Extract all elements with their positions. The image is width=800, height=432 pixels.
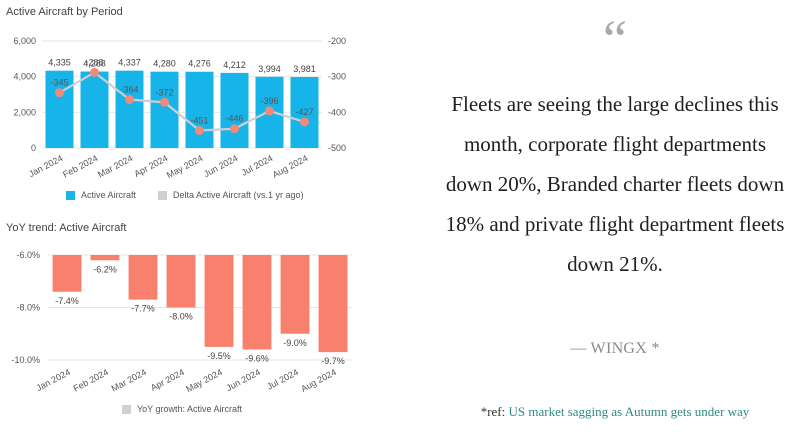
- legend-swatch-delta: [158, 190, 168, 200]
- y-tick-label: -8.0%: [16, 303, 40, 313]
- x-tick-label: Jan 2024: [35, 367, 72, 393]
- y-right-tick-label: -500: [328, 143, 346, 153]
- quote-attribution: — WINGX *: [570, 340, 660, 357]
- x-tick-label: May 2024: [184, 367, 224, 394]
- delta-point: [125, 94, 134, 104]
- delta-point: [300, 117, 309, 127]
- y-right-tick-label: -400: [328, 107, 346, 117]
- x-tick-label: Feb 2024: [61, 153, 99, 180]
- bar-value-label: 3,994: [258, 64, 281, 74]
- reference: *ref: US market sagging as Autumn gets u…: [430, 404, 800, 420]
- y-right-tick-label: -200: [328, 36, 346, 46]
- bar-yoy-growth: [52, 255, 82, 292]
- x-tick-label: Mar 2024: [110, 367, 148, 394]
- legend-label-delta: Delta Active Aircraft (vs.1 yr ago): [173, 190, 304, 200]
- x-tick-label: May 2024: [165, 153, 205, 180]
- bar-value-label: -9.6%: [245, 354, 269, 364]
- x-tick-label: Jul 2024: [240, 153, 275, 178]
- quote-panel: “ Fleets are seeing the large declines t…: [430, 0, 800, 432]
- quote-text: Fleets are seeing the large declines thi…: [445, 92, 785, 276]
- bar-value-label: -7.4%: [55, 296, 79, 306]
- x-tick-label: Mar 2024: [96, 153, 134, 180]
- bar-value-label: 4,212: [223, 60, 246, 70]
- bar-value-label: 4,276: [188, 59, 211, 69]
- legend-label-yoy: YoY growth: Active Aircraft: [137, 404, 243, 414]
- bar-yoy-growth: [128, 255, 158, 300]
- bar-value-label: 4,337: [118, 58, 141, 68]
- x-tick-label: Feb 2024: [72, 367, 110, 394]
- x-tick-label: Jun 2024: [202, 153, 239, 179]
- chart2-title: YoY trend: Active Aircraft: [6, 222, 127, 234]
- chart1-legend: Active Aircraft Delta Active Aircraft (v…: [66, 190, 304, 200]
- legend-swatch-active-aircraft: [66, 190, 75, 200]
- delta-point: [55, 88, 64, 98]
- y-left-tick-label: 2,000: [13, 107, 36, 117]
- x-tick-label: Aug 2024: [271, 153, 310, 180]
- chart-active-aircraft: 0 2,000 4,000 6,000 -200 -300 -400 -500 4,335 4,2…: [13, 36, 346, 180]
- delta-point: [160, 97, 169, 107]
- chart1-title: Active Aircraft by Period: [6, 6, 123, 18]
- delta-value-label: -345: [50, 78, 68, 88]
- bar-yoy-growth: [204, 255, 234, 347]
- legend-label-active-aircraft: Active Aircraft: [81, 190, 137, 200]
- delta-point: [265, 106, 274, 116]
- delta-value-label: -372: [155, 87, 173, 97]
- delta-value-label: -451: [190, 116, 208, 126]
- delta-point: [90, 67, 99, 77]
- bar-active-aircraft: [115, 70, 144, 148]
- bar-value-label: -9.5%: [207, 351, 231, 361]
- delta-line: [58, 71, 305, 132]
- bar-active-aircraft: [80, 71, 109, 148]
- x-tick-label: Jan 2024: [27, 153, 64, 179]
- bar-value-label: -6.2%: [93, 264, 117, 274]
- bar-active-aircraft: [220, 72, 249, 148]
- bar-active-aircraft: [45, 70, 74, 148]
- bar-value-label: -9.7%: [321, 356, 345, 366]
- y-right-tick-label: -300: [328, 72, 346, 82]
- y-tick-label: -10.0%: [11, 355, 40, 365]
- y-left-tick-label: 0: [31, 143, 36, 153]
- bar-value-label: 4,288: [83, 59, 106, 69]
- chart2-legend: YoY growth: Active Aircraft: [122, 404, 242, 414]
- x-tick-label: Aug 2024: [299, 367, 338, 394]
- quote-mark: “: [603, 9, 627, 69]
- bar-yoy-growth: [280, 255, 310, 334]
- delta-value-label: -396: [260, 96, 278, 106]
- delta-value-label: -427: [295, 107, 313, 117]
- bar-value-label: -9.0%: [283, 338, 307, 348]
- y-tick-label: -6.0%: [16, 250, 40, 260]
- y-left-tick-label: 4,000: [13, 72, 36, 82]
- bar-active-aircraft: [290, 77, 319, 148]
- reference-prefix: *ref:: [480, 404, 506, 419]
- x-tick-label: Apr 2024: [132, 153, 169, 179]
- bar-yoy-growth: [166, 255, 196, 308]
- bar-yoy-growth: [242, 255, 272, 350]
- delta-value-label: -364: [120, 84, 138, 94]
- bar-value-label: 3,981: [293, 64, 316, 74]
- x-tick-label: Jul 2024: [265, 367, 300, 392]
- x-tick-label: Apr 2024: [149, 367, 186, 393]
- x-tick-label: Jun 2024: [225, 367, 262, 393]
- y-left-tick-label: 6,000: [13, 36, 36, 46]
- legend-swatch-yoy: [122, 404, 131, 414]
- bar-value-label: 4,280: [153, 59, 176, 69]
- reference-link[interactable]: US market sagging as Autumn gets under w…: [508, 404, 750, 419]
- delta-point: [195, 126, 204, 136]
- bar-yoy-growth: [318, 255, 348, 353]
- bar-value-label: -7.7%: [131, 304, 155, 314]
- bar-active-aircraft: [185, 71, 214, 148]
- delta-value-label: -288: [85, 57, 103, 67]
- delta-value-label: -446: [225, 114, 243, 124]
- bar-yoy-growth: [90, 255, 120, 261]
- delta-point: [230, 124, 239, 134]
- bar-value-label: -8.0%: [169, 312, 193, 322]
- bar-value-label: 4,335: [48, 58, 71, 68]
